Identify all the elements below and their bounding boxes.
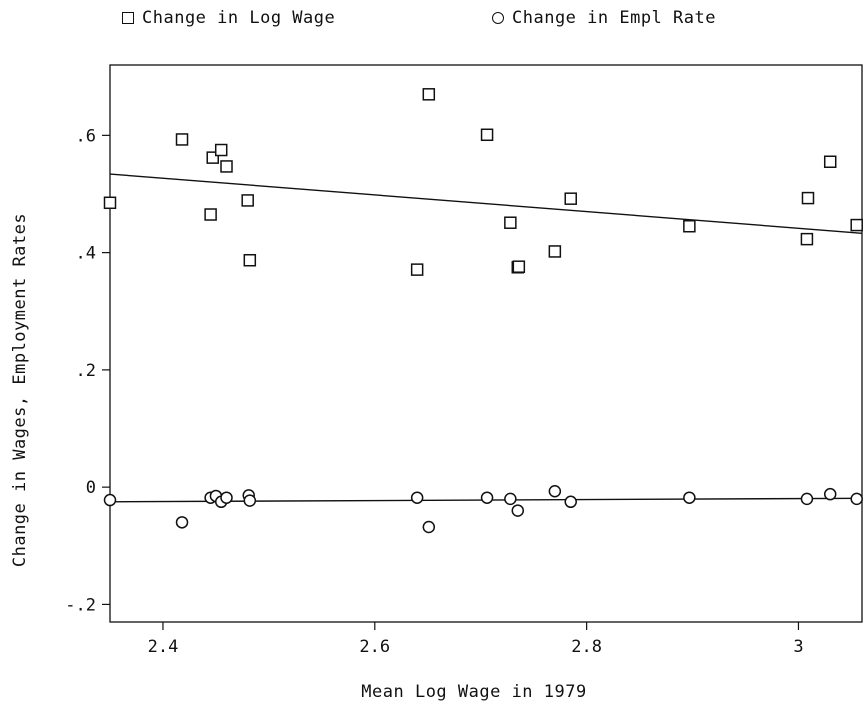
empl-rate-point: [175, 516, 189, 529]
circle-marker-icon: [492, 12, 504, 24]
log-wage-point: [504, 216, 517, 229]
log-wage-point: [410, 263, 424, 276]
empl-rate-point: [548, 485, 562, 498]
x-tick-label: 3: [793, 637, 803, 657]
empl-rate-point: [410, 491, 424, 504]
log-wage-point: [801, 191, 815, 205]
log-wage-point: [823, 155, 837, 168]
empl-rate-point: [480, 491, 494, 504]
x-axis-label: Mean Log Wage in 1979: [361, 682, 587, 702]
log-wage-point: [422, 88, 436, 101]
legend-label-empl-rate: Change in Empl Rate: [512, 8, 716, 28]
log-wage-point: [850, 218, 863, 232]
y-tick-label: .4: [76, 244, 96, 264]
empl-rate-point: [823, 487, 837, 501]
legend-item-empl-rate: Change in Empl Rate: [492, 8, 716, 28]
log-wage-point: [220, 160, 233, 173]
empl-rate-point: [504, 492, 517, 506]
y-tick-label: .6: [76, 126, 96, 146]
empl-rate-point: [422, 520, 436, 534]
y-tick-label: 0: [86, 478, 96, 498]
empl-rate-point: [800, 492, 814, 506]
empl-rate-point: [103, 493, 117, 507]
empl-rate-point: [220, 491, 233, 504]
log-wage-point: [214, 143, 228, 157]
log-wage-point: [241, 194, 254, 207]
log-wage-point: [206, 151, 219, 164]
empl-rate-point: [511, 504, 525, 517]
legend-item-log-wage: Change in Log Wage: [122, 8, 335, 28]
empl-rate-point: [683, 491, 696, 504]
x-tick-label: 2.4: [148, 637, 179, 657]
empl-rate-point: [850, 492, 863, 506]
y-tick-label: .2: [76, 361, 96, 381]
square-marker-icon: [122, 12, 134, 24]
log-wage-point: [175, 133, 189, 146]
log-wage-point: [204, 208, 217, 221]
fit-line-log-wage: [109, 173, 863, 234]
log-wage-point: [243, 253, 257, 267]
legend-label-log-wage: Change in Log Wage: [142, 8, 336, 28]
log-wage-point: [683, 219, 696, 233]
log-wage-point: [800, 232, 814, 246]
x-tick-label: 2.6: [359, 637, 390, 657]
y-tick-label: -.2: [65, 595, 96, 615]
log-wage-point: [480, 128, 494, 142]
empl-rate-point: [564, 495, 577, 509]
log-wage-point: [564, 192, 577, 205]
plot-frame: [109, 64, 863, 623]
log-wage-point: [512, 260, 526, 273]
log-wage-point: [548, 245, 562, 258]
x-tick-label: 2.8: [571, 637, 602, 657]
empl-rate-point: [243, 494, 257, 507]
log-wage-point: [103, 196, 117, 210]
